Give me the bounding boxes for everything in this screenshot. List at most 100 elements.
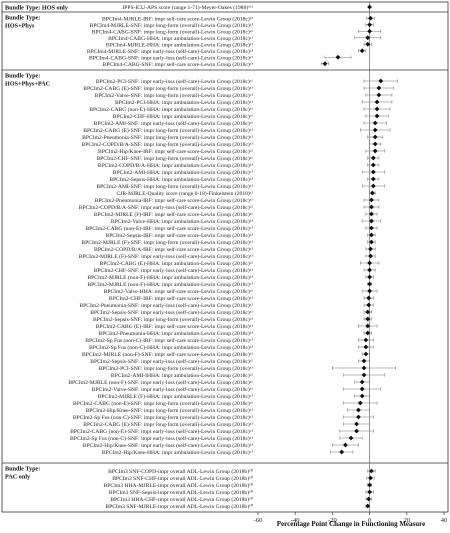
point-estimate xyxy=(359,48,365,54)
row-label: BPCIm4-MJRLE-SNF: impr early-loss (self-… xyxy=(87,48,253,55)
row-label: BPCIm2-MJRLE (non-F)-HHA: impr ambulatio… xyxy=(87,274,253,281)
point-estimate xyxy=(367,22,372,28)
row-label: BPCIm2-MJRLE (non-F)-SNF: impr self-care… xyxy=(82,351,253,358)
row-label: BPCIm2-CHF-HHA: impr ambulation-Lewin Gr… xyxy=(113,113,254,120)
row-label: BPCIm2-Pneumonia-SNF: impr long-form (ov… xyxy=(82,134,253,141)
point-estimate xyxy=(365,309,371,315)
row-label: BPCIm2-Valve-SNF: impr early-loss (self-… xyxy=(92,386,254,393)
point-estimate xyxy=(367,281,372,287)
row-label: BPCIm2-Valve-HHA: impr ambulation-Lewin … xyxy=(111,218,253,225)
row-label: BPCIm2-MJRLE (non-F)-HHA: impr ambulatio… xyxy=(87,281,253,288)
row-label: BPCIm2-CABG (non-E)-SNF: impr early-loss… xyxy=(70,428,253,435)
point-estimate xyxy=(365,35,371,41)
point-estimate xyxy=(322,61,328,67)
row-label: BPCIm2-CABG (E)-SNF: impr long-form (ove… xyxy=(83,421,253,428)
row-label: BPCIm2-COPD/B/A-SNF: impr long-form (ove… xyxy=(82,141,254,148)
point-estimate xyxy=(367,260,372,266)
row-label: BPCIm2-MJRLE (F)-SNF: impr early-loss (s… xyxy=(79,253,254,260)
row-label: CJR-MJRLE-Quality score (range 0-18)-Fin… xyxy=(117,190,254,197)
x-tick-label: 40 xyxy=(441,517,448,524)
row-label: BPCIm4-CABG-SNF: impr long-form (overall… xyxy=(92,28,254,35)
row-label: BPCIm3 SNF-Sepsis-impr overall ADL-Lewin… xyxy=(109,489,254,496)
point-estimate xyxy=(374,106,380,112)
section-title: Bundle Type: xyxy=(5,466,40,473)
point-estimate xyxy=(365,503,371,509)
point-estimate xyxy=(368,15,373,21)
point-estimate xyxy=(367,482,372,488)
x-axis-label: Percentage Point Change in Functioning M… xyxy=(277,520,425,528)
point-estimate xyxy=(369,218,374,224)
row-label: BPCIm2-AMI-HHA: impr ambulation-Lewin Gr… xyxy=(113,169,254,176)
point-estimate xyxy=(366,302,372,308)
row-label: BPCIm3 SNF-CHF-impr overall ADL-Lewin Gr… xyxy=(112,475,254,482)
point-estimate xyxy=(372,120,378,126)
row-label: BPCIm2-Valve-SNF: impr long-form (overal… xyxy=(95,92,254,99)
point-estimate xyxy=(370,183,376,189)
point-estimate xyxy=(369,204,374,210)
section-title: HOS+Phys+PAC xyxy=(5,81,50,88)
row-label: BPCIm2-Sepsis-IRF: impr self-care score-… xyxy=(105,232,253,239)
row-label: BPCIm2-Sepsis-HHA: impr ambulation-Lewin… xyxy=(109,176,253,183)
point-estimate xyxy=(361,365,367,371)
point-estimate xyxy=(369,468,374,474)
point-estimate xyxy=(365,316,371,322)
point-estimate xyxy=(357,400,363,406)
section-title: PAC only xyxy=(5,474,31,481)
row-label: BPCIm4-CABG-HHA: impr ambulation-Lewin G… xyxy=(108,35,253,42)
row-label: BPCIm2-AMI-SNF: impr early-loss (self-ca… xyxy=(94,120,254,127)
point-estimate xyxy=(370,169,376,175)
row-label: BPCIm2-CHF-SNF: impr long-form (overall)… xyxy=(96,155,253,162)
row-label: BPCIm2-CHF-SNF: impr early-loss (self-ca… xyxy=(94,267,254,274)
point-estimate xyxy=(372,141,378,147)
row-label: BPCIm2-PCI-SNF: impr long-form (overall)… xyxy=(99,365,254,372)
section-title: Bundle Type: HOS only xyxy=(5,5,69,12)
point-estimate xyxy=(367,288,372,294)
point-estimate xyxy=(368,246,373,252)
point-estimate xyxy=(369,190,375,196)
point-estimate xyxy=(361,372,367,378)
point-estimate xyxy=(374,99,380,105)
x-tick-label: 0 xyxy=(368,517,372,524)
point-estimate xyxy=(374,113,380,119)
point-estimate xyxy=(370,155,376,161)
row-label: BPCIm2-COPD/B/A-IRF: impr self-care scor… xyxy=(94,246,253,253)
point-estimate xyxy=(359,379,365,385)
row-label: BPCIm3 HHA-MJRLE-impr overall ADL-Lewin … xyxy=(104,482,254,489)
point-estimate xyxy=(354,428,359,434)
row-label: BPCIm2-Pneumonia-SNF: impr early-loss (s… xyxy=(79,302,253,309)
section-title: Bundle Type: xyxy=(5,73,40,80)
point-estimate xyxy=(368,475,373,481)
point-estimate xyxy=(369,225,374,231)
row-label: BPCIm2-CHF-IRF: impr self-care score-Lew… xyxy=(109,295,253,302)
row-label: BPCIm2-CABG (non-E)-HHA: impr ambulation… xyxy=(89,106,253,113)
section-title: Bundle Type: xyxy=(5,15,40,22)
row-label: BPCIm2-Hip/Knee-IRF: impr self-care scor… xyxy=(98,148,253,155)
row-label: IPPS-ICU-APS score (range 1-71)-Meyer-Oa… xyxy=(122,4,253,11)
row-label: BPCIm2-Hip/Knee-HHA: impr ambulation-Lew… xyxy=(102,449,253,456)
point-estimate xyxy=(359,386,365,392)
point-estimate xyxy=(378,78,384,84)
row-label: BPCIm3 SNF-MJRLE-impr overall ADL-Lewin … xyxy=(105,503,253,510)
point-estimate xyxy=(356,414,361,420)
row-label: BPCIm2-PCI-HHA: impr ambulation-Lewin Gr… xyxy=(115,99,253,106)
point-estimate xyxy=(376,92,382,98)
section-title: HOS+Phys xyxy=(5,23,35,30)
point-estimate xyxy=(376,85,382,91)
row-label: BPCIm2-AMI-IHHA: impr ambulation-Lewin G… xyxy=(111,372,253,379)
row-label: BPCIm2-Pneumonia-IRF: impr self-care sco… xyxy=(95,197,254,204)
row-label: BPCIm2-CABG (non-E)-SNF: impr long-form … xyxy=(73,400,253,407)
point-estimate xyxy=(372,127,378,133)
row-label: BPCIm3 SNF-COPD-impr overall ADL-Lewin G… xyxy=(108,468,254,475)
row-label: BPCIm3 HHA-CHF-impr overall ADL-Lewin Gr… xyxy=(110,496,253,503)
row-label: BPCIm2-CABG (E)-SNF: impr long-form (ove… xyxy=(83,127,253,134)
row-label: BPCIm2-COPD/B/A-HHA: impr ambulation-Lew… xyxy=(98,162,253,169)
row-label: BPCIm4-MJRLE-HHA: impr ambulation-Lewin … xyxy=(106,41,253,48)
point-estimate xyxy=(367,489,372,495)
point-estimate xyxy=(368,253,373,259)
row-label: BPCIm2-Sepsis-SNF: impr long-form (overa… xyxy=(93,316,253,323)
row-label: BPCIm2-AMI-SNF: impr long-form (overall)… xyxy=(96,183,253,190)
row-label: BPCIm2-CABG (E)-SNF: impr long-form (ove… xyxy=(83,85,253,92)
row-label: BPCIm2-MJRLE (F)-IRF: impr self-care sco… xyxy=(94,211,253,218)
